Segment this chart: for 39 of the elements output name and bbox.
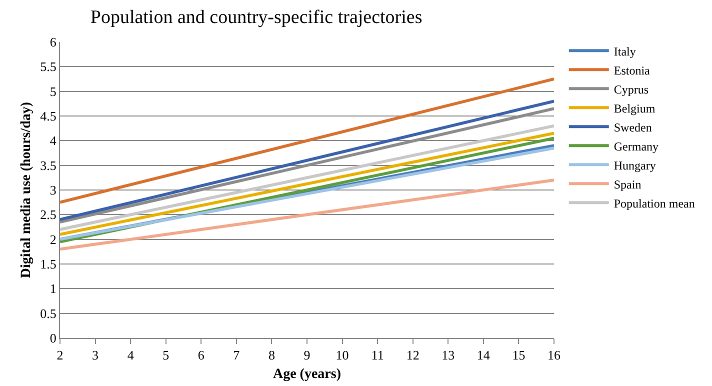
y-tick-label: 0 <box>50 330 56 346</box>
y-tick-label: 5 <box>50 84 56 99</box>
y-tick-label: 2 <box>50 232 56 247</box>
y-tick-label: 3.5 <box>40 158 56 173</box>
legend-label: Cyprus <box>614 82 649 96</box>
x-tick-label: 11 <box>371 348 384 363</box>
y-axis-title: Digital media use (hours/day) <box>18 102 34 278</box>
chart-title: Population and country-specific trajectories <box>90 6 422 28</box>
legend-label: Italy <box>614 44 636 58</box>
legend-label: Germany <box>614 139 659 154</box>
x-tick-label: 16 <box>548 348 561 363</box>
x-tick-label: 3 <box>92 348 99 363</box>
y-tick-label: 5.5 <box>40 59 56 74</box>
y-tick-label: 6 <box>50 34 57 50</box>
x-tick-label: 13 <box>442 348 455 363</box>
y-tick-label: 1 <box>50 281 56 296</box>
y-tick-label: 4 <box>50 133 57 148</box>
x-tick-label: 4 <box>127 348 134 363</box>
y-tick-label: 2.5 <box>40 207 56 222</box>
x-tick-label: 12 <box>406 348 420 363</box>
y-tick-label: 3 <box>50 182 56 198</box>
x-tick-label: 8 <box>268 348 275 363</box>
legend-label: Estonia <box>614 63 651 78</box>
x-tick-label: 7 <box>233 348 240 363</box>
x-tick-label: 5 <box>162 348 170 363</box>
legend-label: Population mean <box>614 196 695 210</box>
x-tick-label: 9 <box>304 348 310 363</box>
legend-label: Sweden <box>614 120 652 134</box>
x-tick-label: 15 <box>512 348 526 363</box>
x-axis-title: Age (years) <box>272 366 342 382</box>
legend-label: Hungary <box>614 158 656 172</box>
x-tick-label: 6 <box>198 348 205 363</box>
legend-label: Spain <box>614 177 642 192</box>
x-tick-label: 10 <box>336 348 349 363</box>
x-tick-label: 14 <box>476 348 490 363</box>
y-tick-label: 4.5 <box>40 108 56 124</box>
y-tick-label: 1.5 <box>40 256 56 272</box>
y-tick-label: 0.5 <box>40 306 56 321</box>
legend-label: Belgium <box>614 101 656 116</box>
